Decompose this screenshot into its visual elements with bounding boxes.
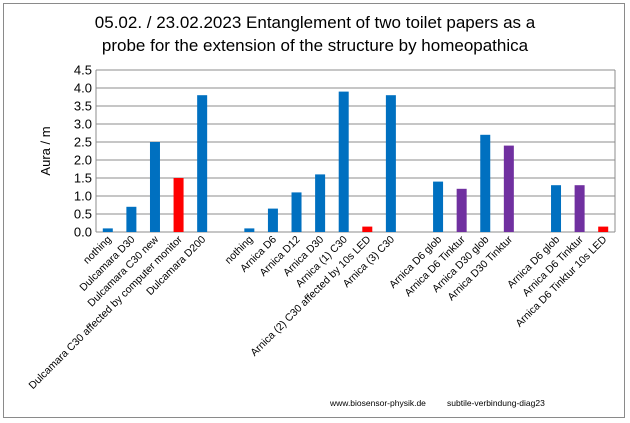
bar xyxy=(244,228,255,232)
bar xyxy=(315,174,326,232)
bar xyxy=(197,95,208,232)
bar xyxy=(574,185,585,232)
bar xyxy=(433,181,444,232)
bar xyxy=(456,188,467,232)
bar xyxy=(291,192,302,232)
x-tick-label: Arnica D6 Tinktur 10s LED xyxy=(513,233,609,329)
footer-website: www.biosensor-physik.de xyxy=(329,398,426,408)
y-tick-label: 4.5 xyxy=(74,63,92,78)
bar xyxy=(267,208,278,232)
chart-title-line-2: probe for the extension of the structure… xyxy=(102,36,529,55)
bars xyxy=(102,91,609,232)
bar xyxy=(480,134,491,232)
bar xyxy=(173,178,184,232)
bar xyxy=(149,142,160,232)
footer-diagram-id: subtile-verbindung-diag23 xyxy=(447,398,545,408)
y-tick-label: 3.5 xyxy=(74,99,92,114)
y-axis-ticks: 0.0 0.5 1.0 1.5 2.0 2.5 3.0 3.5 4.0 4.5 xyxy=(74,63,92,240)
chart-frame: 05.02. / 23.02.2023 Entanglement of two … xyxy=(3,3,625,418)
bar xyxy=(385,95,396,232)
y-axis-label: Aura / m xyxy=(38,126,53,175)
bar xyxy=(338,91,349,232)
bar xyxy=(126,206,137,232)
y-tick-label: 1.0 xyxy=(74,189,92,204)
bar xyxy=(362,226,373,232)
y-tick-label: 0.5 xyxy=(74,207,92,222)
bar xyxy=(598,226,609,232)
bar xyxy=(102,228,113,232)
bar xyxy=(551,185,562,232)
y-tick-label: 2.0 xyxy=(74,153,92,168)
y-tick-label: 1.5 xyxy=(74,171,92,186)
y-tick-label: 2.5 xyxy=(74,135,92,150)
y-tick-label: 4.0 xyxy=(74,81,92,96)
y-tick-label: 0.0 xyxy=(74,225,92,240)
bar-chart: 05.02. / 23.02.2023 Entanglement of two … xyxy=(27,13,616,408)
chart-title-line-1: 05.02. / 23.02.2023 Entanglement of two … xyxy=(95,13,536,32)
bar xyxy=(503,145,514,232)
y-tick-label: 3.0 xyxy=(74,117,92,132)
